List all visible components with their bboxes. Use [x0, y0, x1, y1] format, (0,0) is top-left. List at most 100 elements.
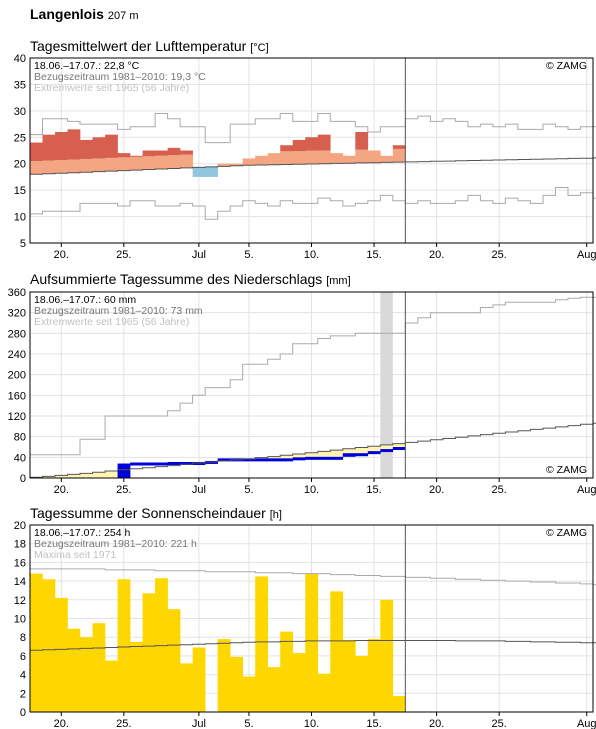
temp-bar-warm — [342, 155, 356, 164]
temp-bar-hot — [80, 139, 93, 159]
precip-deficit-bar — [292, 453, 306, 458]
precip-deficit-bar — [92, 472, 106, 478]
precip-cumulative-bar — [355, 453, 369, 457]
sunshine-bar — [367, 639, 381, 712]
sunshine-bar — [192, 647, 206, 712]
temp-bar-warm — [30, 161, 43, 175]
precip-cumulative-bar — [180, 461, 193, 465]
y-tick-label: 15 — [14, 185, 26, 197]
precip-deficit-bar — [380, 444, 394, 450]
y-tick-label: 25 — [14, 132, 26, 144]
sunshine-chart-title: Tagessumme der Sonnenscheindauer [h] — [30, 505, 282, 521]
precip-max-record-line — [30, 296, 596, 456]
temp-bar-warm — [392, 148, 406, 163]
sunshine-bar — [67, 628, 81, 712]
temp-bar-warm — [242, 158, 256, 166]
sunshine-bar — [255, 576, 269, 712]
sunshine-bar — [130, 641, 143, 712]
info-observed: 18.06.–17.07.: 254 h — [34, 527, 130, 539]
y-tick-label: 10 — [14, 614, 26, 626]
sunshine-bar — [330, 591, 344, 712]
x-tick-label: 10. — [304, 718, 319, 729]
precip-cumulative-bar — [130, 462, 143, 466]
sunshine-bar — [242, 676, 256, 712]
temp-bar-hot — [317, 134, 331, 151]
temp-bar-hot — [167, 147, 181, 156]
temp-normal-line — [30, 157, 596, 175]
temp-bar-warm — [255, 155, 269, 166]
precip-normal-line — [30, 422, 596, 478]
precip-cumulative-bar — [155, 462, 168, 466]
station-header: Langenlois 207 m — [30, 6, 138, 22]
station-name: Langenlois — [30, 6, 104, 22]
temp-bar-hot — [67, 129, 81, 160]
x-tick-label: Aug — [577, 249, 596, 261]
sunshine-normal-line — [30, 640, 596, 651]
info-extremes: Extremwerte seit 1965 (56 Jahre) — [34, 316, 189, 328]
info-reference: Bezugszeitraum 1981–2010: 73 mm — [34, 305, 203, 317]
temp-bar-hot — [305, 137, 319, 151]
precip-cumulative-bar — [342, 453, 356, 457]
precip-deficit-bar — [280, 455, 294, 459]
x-tick-label: 5. — [244, 718, 253, 729]
temp-bar-hot — [55, 132, 68, 161]
precip-cumulative-bar — [367, 451, 381, 455]
sunshine-bar — [305, 573, 319, 712]
temp-bar-warm — [130, 156, 143, 171]
y-tick-label: 8 — [20, 632, 26, 644]
temp-bar-hot — [130, 155, 143, 157]
y-tick-label: 40 — [14, 452, 26, 464]
temp-bar-hot — [155, 150, 168, 156]
x-tick-label: 25. — [492, 718, 507, 729]
y-tick-label: 10 — [14, 212, 26, 224]
sunshine-bar — [105, 660, 118, 712]
temp-bar-hot — [117, 153, 131, 158]
temp-bar-warm — [67, 159, 81, 173]
info-reference: Bezugszeitraum 1981–2010: 221 h — [34, 538, 197, 550]
temp-bar-hot — [92, 137, 106, 159]
temp-bar-warm — [267, 153, 281, 165]
sunshine-bar — [142, 593, 156, 712]
y-tick-label: 120 — [8, 411, 26, 423]
temp-bar-warm — [117, 157, 131, 171]
temp-bar-hot — [292, 139, 306, 152]
temp-bar-warm — [305, 150, 319, 164]
plot-frame — [29, 291, 594, 479]
precip-deficit-bar — [367, 446, 381, 452]
temp-bar-cold — [192, 167, 206, 177]
y-tick-label: 2 — [20, 688, 26, 700]
y-tick-label: 0 — [20, 707, 26, 719]
x-tick-label: Jul — [192, 249, 206, 261]
temp-bar-hot — [30, 142, 43, 162]
temp-bar-warm — [42, 160, 56, 174]
y-tick-label: 320 — [8, 308, 26, 320]
temp-bar-hot — [180, 150, 193, 155]
y-tick-label: 200 — [8, 370, 26, 382]
sunshine-unit: [h] — [269, 509, 282, 521]
precip-deficit-bar — [267, 456, 281, 459]
temp-bar-cold — [205, 166, 218, 177]
y-tick-label: 280 — [8, 328, 26, 340]
y-tick-label: 0 — [20, 473, 26, 485]
temp-bar-warm — [367, 150, 381, 163]
temp-bar-warm — [380, 155, 394, 163]
info-observed: 18.06.–17.07.: 22,8 °C — [34, 60, 140, 72]
x-tick-label: 20. — [429, 484, 444, 496]
info-reference: Bezugszeitraum 1981–2010: 19,3 °C — [34, 71, 206, 83]
x-tick-label: 5. — [244, 484, 253, 496]
x-tick-label: 15. — [366, 718, 381, 729]
precip-cumulative-bar — [267, 458, 281, 462]
x-tick-label: 25. — [492, 484, 507, 496]
temp-bar-hot — [392, 145, 406, 149]
precip-deficit-bar — [330, 450, 344, 457]
precip-cumulative-bar — [167, 461, 181, 465]
x-tick-label: 20. — [54, 484, 69, 496]
precip-deficit-bar — [342, 448, 356, 454]
precipitation-chart-title: Aufsummierte Tagessumme des Niederschlag… — [30, 271, 351, 287]
y-tick-label: 35 — [14, 79, 26, 91]
x-tick-label: 10. — [304, 484, 319, 496]
temp-bar-warm — [155, 155, 168, 169]
precip-cumulative-bar — [380, 449, 394, 453]
precip-cumulative-bar — [392, 447, 406, 450]
temp-bar-hot — [42, 134, 56, 161]
